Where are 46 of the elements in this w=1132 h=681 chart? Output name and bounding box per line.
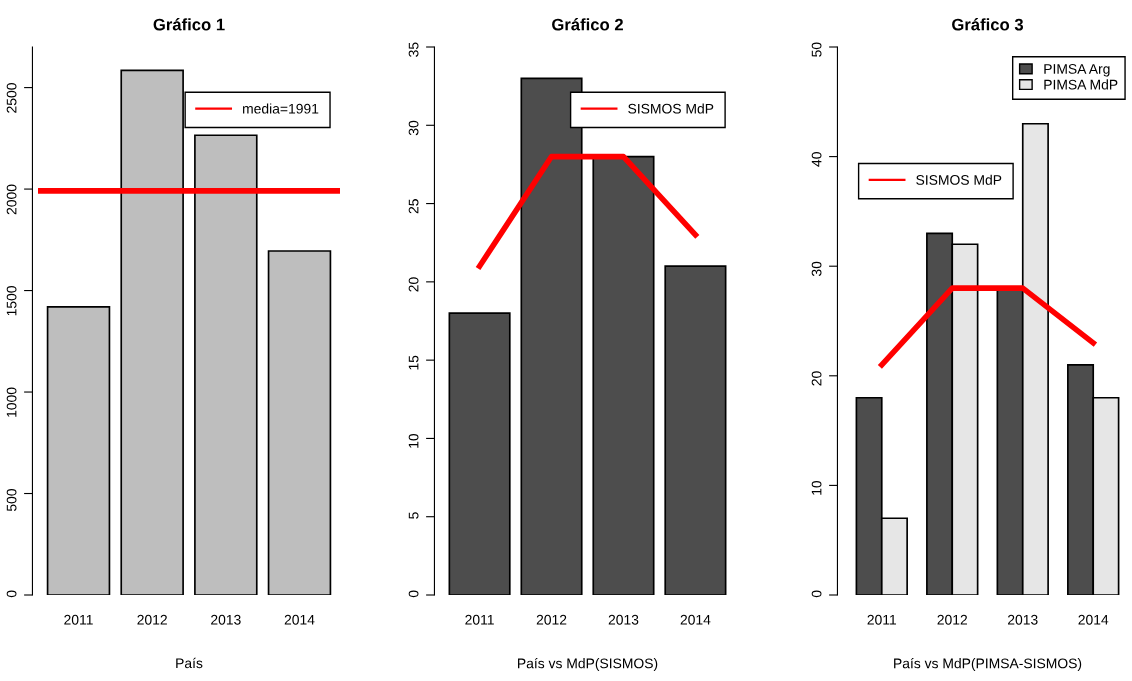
y-tick-label: 35 bbox=[408, 42, 419, 57]
y-tick-label: 2000 bbox=[6, 184, 17, 215]
y-tick-label: 50 bbox=[811, 42, 822, 57]
x-tick-label: 2013 bbox=[608, 614, 639, 625]
x-tick-label: 2012 bbox=[536, 614, 567, 625]
legend-label: SISMOS MdP bbox=[628, 103, 714, 114]
x-tick-label: 2012 bbox=[937, 614, 968, 625]
bar bbox=[664, 265, 727, 595]
legend-label: PIMSA MdP bbox=[1044, 79, 1118, 90]
x-axis-title: País vs MdP(PIMSA-SISMOS) bbox=[894, 657, 1082, 672]
y-tick-label: 15 bbox=[408, 355, 419, 370]
y-tick-label: 1000 bbox=[6, 387, 17, 417]
y-tick-label: 20 bbox=[408, 277, 419, 292]
x-tick-label: 2014 bbox=[680, 614, 711, 625]
x-tick-label: 2011 bbox=[465, 614, 494, 625]
x-tick-label: 2013 bbox=[1008, 614, 1038, 625]
legend-label: media=1991 bbox=[243, 103, 319, 114]
y-tick-label: 2500 bbox=[6, 83, 17, 113]
x-tick-label: 2014 bbox=[1078, 614, 1109, 625]
x-tick-label: 2014 bbox=[284, 614, 315, 625]
x-tick-label: 2012 bbox=[137, 614, 167, 625]
y-tick-label: 40 bbox=[811, 152, 822, 167]
y-tick-label: 10 bbox=[811, 480, 822, 495]
x-axis-title: País vs MdP(SISMOS) bbox=[518, 657, 658, 672]
x-tick-label: 2011 bbox=[867, 614, 897, 625]
chart-title: Gráfico 1 bbox=[153, 18, 225, 31]
bar bbox=[448, 312, 511, 595]
chart-title: Gráfico 3 bbox=[952, 18, 1024, 31]
y-tick-label: 1500 bbox=[6, 286, 17, 316]
y-tick-label: 30 bbox=[811, 261, 822, 277]
y-tick-label: 0 bbox=[6, 590, 17, 598]
y-tick-label: 20 bbox=[811, 371, 822, 386]
bar bbox=[592, 155, 655, 595]
y-tick-label: 0 bbox=[408, 590, 419, 598]
legend-label: PIMSA Arg bbox=[1044, 64, 1110, 77]
x-axis-title: País bbox=[176, 657, 203, 669]
legend-label: SISMOS MdP bbox=[916, 174, 1002, 185]
y-tick-label: 5 bbox=[408, 512, 419, 519]
y-tick-label: 500 bbox=[6, 489, 17, 512]
y-tick-label: 10 bbox=[408, 433, 419, 448]
y-tick-label: 30 bbox=[408, 120, 419, 136]
x-tick-label: 2013 bbox=[211, 614, 241, 625]
y-tick-label: 25 bbox=[408, 199, 419, 214]
x-tick-label: 2011 bbox=[64, 614, 93, 625]
chart-title: Gráfico 2 bbox=[552, 18, 623, 31]
y-tick-label: 0 bbox=[811, 590, 822, 598]
